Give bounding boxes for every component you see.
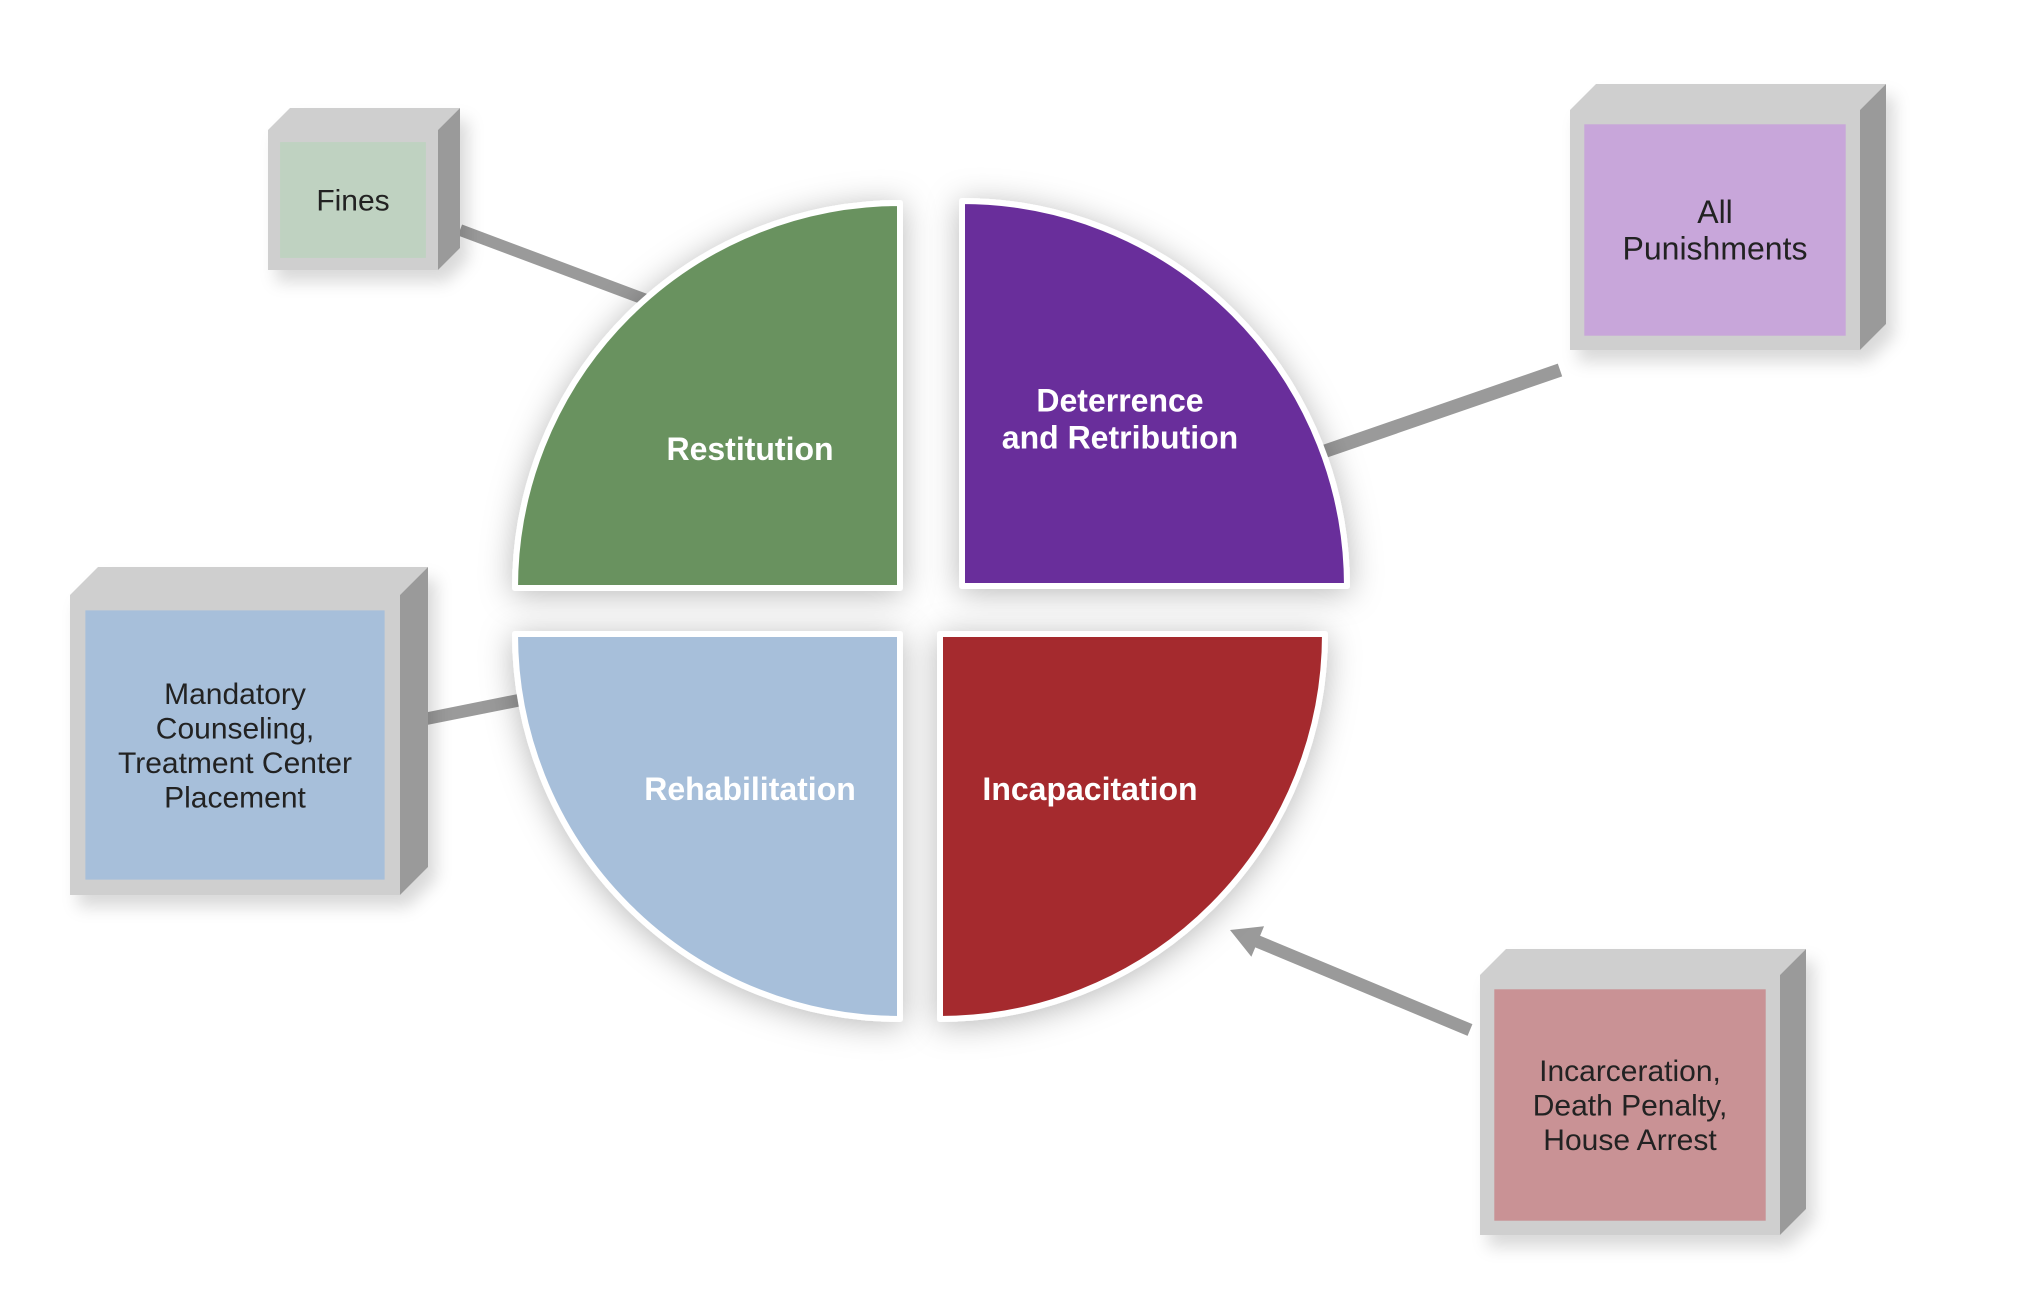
quadrant-label-incapacitation: Incapacitation [982, 771, 1197, 807]
arrow-incarceration [1230, 926, 1472, 1036]
diagram-svg: Restitution Deterrenceand Retribution Reha… [0, 0, 2043, 1308]
quadrant-rehabilitation: Rehabilitation [515, 634, 900, 1019]
quadrant-incapacitation: Incapacitation [940, 634, 1325, 1019]
box-counseling: MandatoryCounseling,Treatment CenterPlac… [70, 567, 428, 895]
quadrant-label-deterrence: Deterrenceand Retribution [1002, 383, 1238, 456]
box-incarceration: Incarceration,Death Penalty,House Arrest [1480, 949, 1806, 1235]
quadrant-label-rehabilitation: Rehabilitation [644, 771, 856, 807]
box-fines: Fines [268, 108, 460, 270]
box-all_punishments: AllPunishments [1570, 84, 1886, 350]
quadrant-deterrence: Deterrenceand Retribution [962, 201, 1347, 586]
quadrant-label-restitution: Restitution [666, 431, 833, 467]
circle-layer: Restitution Deterrenceand Retribution Reha… [515, 201, 1347, 1019]
box-label-incarceration: Incarceration,Death Penalty,House Arrest [1533, 1055, 1728, 1157]
quadrant-restitution: Restitution [515, 203, 900, 588]
box-label-fines: Fines [316, 185, 389, 218]
diagram-stage: Restitution Deterrenceand Retribution Reha… [0, 0, 2043, 1308]
